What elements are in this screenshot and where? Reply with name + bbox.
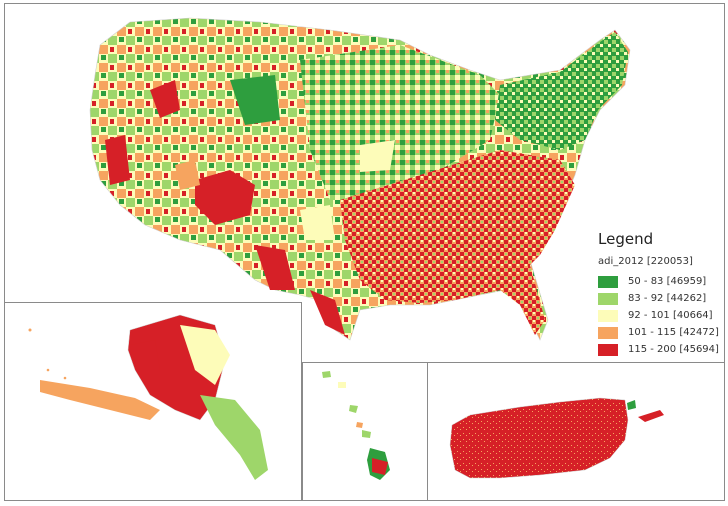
legend-label: 115 - 200 [45694] [628, 344, 719, 355]
alaska-region [28, 314, 268, 480]
legend-title: Legend [598, 230, 654, 248]
legend-label: 50 - 83 [46959] [628, 276, 707, 287]
legend-swatch [598, 275, 618, 288]
legend-label: 101 - 115 [42472] [628, 327, 719, 338]
map-legend: Legend adi_2012 [220053] 50 - 83 [46959]… [598, 230, 722, 358]
legend-item-101-115: 101 - 115 [42472] [598, 324, 722, 341]
legend-label: 83 - 92 [44262] [628, 293, 707, 304]
legend-item-50-83: 50 - 83 [46959] [598, 273, 722, 290]
legend-item-92-101: 92 - 101 [40664] [598, 307, 722, 324]
legend-label: 92 - 101 [40664] [628, 310, 713, 321]
legend-swatch [598, 309, 618, 322]
contiguous-us-region [89, 17, 631, 341]
legend-field: adi_2012 [220053] [598, 256, 693, 267]
legend-item-115-200: 115 - 200 [45694] [598, 341, 722, 358]
legend-swatch [598, 326, 618, 339]
legend-swatch [598, 292, 618, 305]
legend-item-83-92: 83 - 92 [44262] [598, 290, 722, 307]
legend-swatch [598, 343, 618, 356]
puerto-rico-region [449, 397, 664, 479]
hawaii-region [322, 371, 390, 480]
